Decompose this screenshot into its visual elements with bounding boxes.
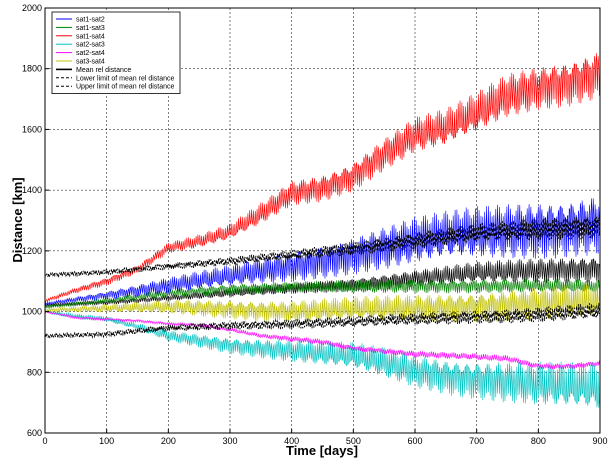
x-tick-label: 900 — [592, 436, 607, 446]
x-tick-label: 800 — [531, 436, 546, 446]
y-tick-label: 2000 — [22, 3, 42, 13]
y-axis-label: Distance [km] — [10, 177, 25, 262]
series-sat1-sat3 — [44, 278, 601, 309]
x-tick-label: 200 — [161, 436, 176, 446]
y-tick-label: 1200 — [22, 246, 42, 256]
y-tick-label: 1800 — [22, 64, 42, 74]
legend-label: sat2-sat3 — [76, 42, 105, 49]
legend-label: sat2-sat4 — [76, 50, 105, 57]
y-tick-label: 600 — [27, 428, 42, 438]
y-tick-label: 1400 — [22, 185, 42, 195]
series-upper-limit-of-mean-rel-distance — [44, 216, 601, 278]
x-tick-label: 400 — [284, 436, 299, 446]
y-tick-label: 1600 — [22, 124, 42, 134]
x-tick-label: 700 — [469, 436, 484, 446]
legend-label: sat1-sat4 — [76, 33, 105, 40]
x-tick-label: 0 — [42, 436, 47, 446]
series-sat2-sat4 — [44, 310, 601, 370]
legend-label: sat3-sat4 — [76, 59, 105, 66]
series-lower-limit-of-mean-rel-distance — [44, 303, 601, 339]
x-tick-label: 600 — [407, 436, 422, 446]
series-mean-rel-distance — [44, 258, 601, 308]
series-layer — [44, 53, 601, 408]
x-tick-label: 300 — [222, 436, 237, 446]
x-axis-label: Time [days] — [286, 443, 358, 458]
x-axis-ticks: 0 100 200 300 400 500 600 700 800 900 — [42, 429, 608, 446]
series-sat3-sat4 — [44, 283, 601, 323]
y-tick-label: 1000 — [22, 307, 42, 317]
y-axis-ticks: 600 800 1000 1200 1400 1600 1800 2000 — [22, 3, 49, 438]
legend-label: sat1-sat2 — [76, 17, 105, 24]
plot-frame — [44, 7, 601, 434]
legend-box — [51, 11, 181, 94]
y-tick-label: 800 — [27, 367, 42, 377]
series-sat1-sat4 — [44, 53, 601, 303]
legend-label: sat1-sat3 — [76, 25, 105, 32]
x-tick-label: 500 — [346, 436, 361, 446]
x-tick-label: 100 — [99, 436, 114, 446]
legend-label: Upper limit of mean rel distance — [76, 84, 175, 91]
legend-label: Mean rel distance — [76, 67, 131, 74]
legend-label: Lower limit of mean rel distance — [76, 75, 175, 82]
